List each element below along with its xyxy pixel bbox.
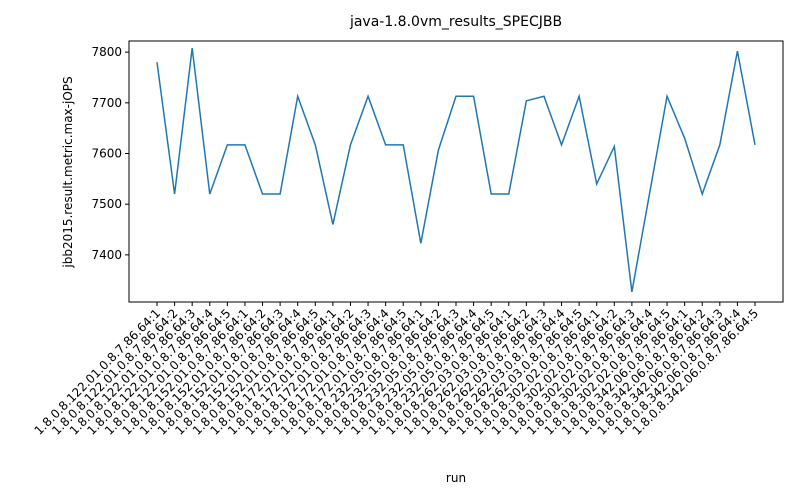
y-tick-label: 7600 <box>91 147 122 161</box>
y-tick-label: 7400 <box>91 248 122 262</box>
x-axis-label: run <box>446 471 466 485</box>
chart-title: java-1.8.0vm_results_SPECJBB <box>349 14 562 30</box>
plot-area <box>128 40 784 303</box>
y-axis-label: jbb2015.result.metric.max-jOPS <box>61 76 75 268</box>
y-tick-label: 7700 <box>91 96 122 110</box>
y-tick-label: 7500 <box>91 197 122 211</box>
y-tick-label: 7800 <box>91 45 122 59</box>
line <box>156 48 756 292</box>
